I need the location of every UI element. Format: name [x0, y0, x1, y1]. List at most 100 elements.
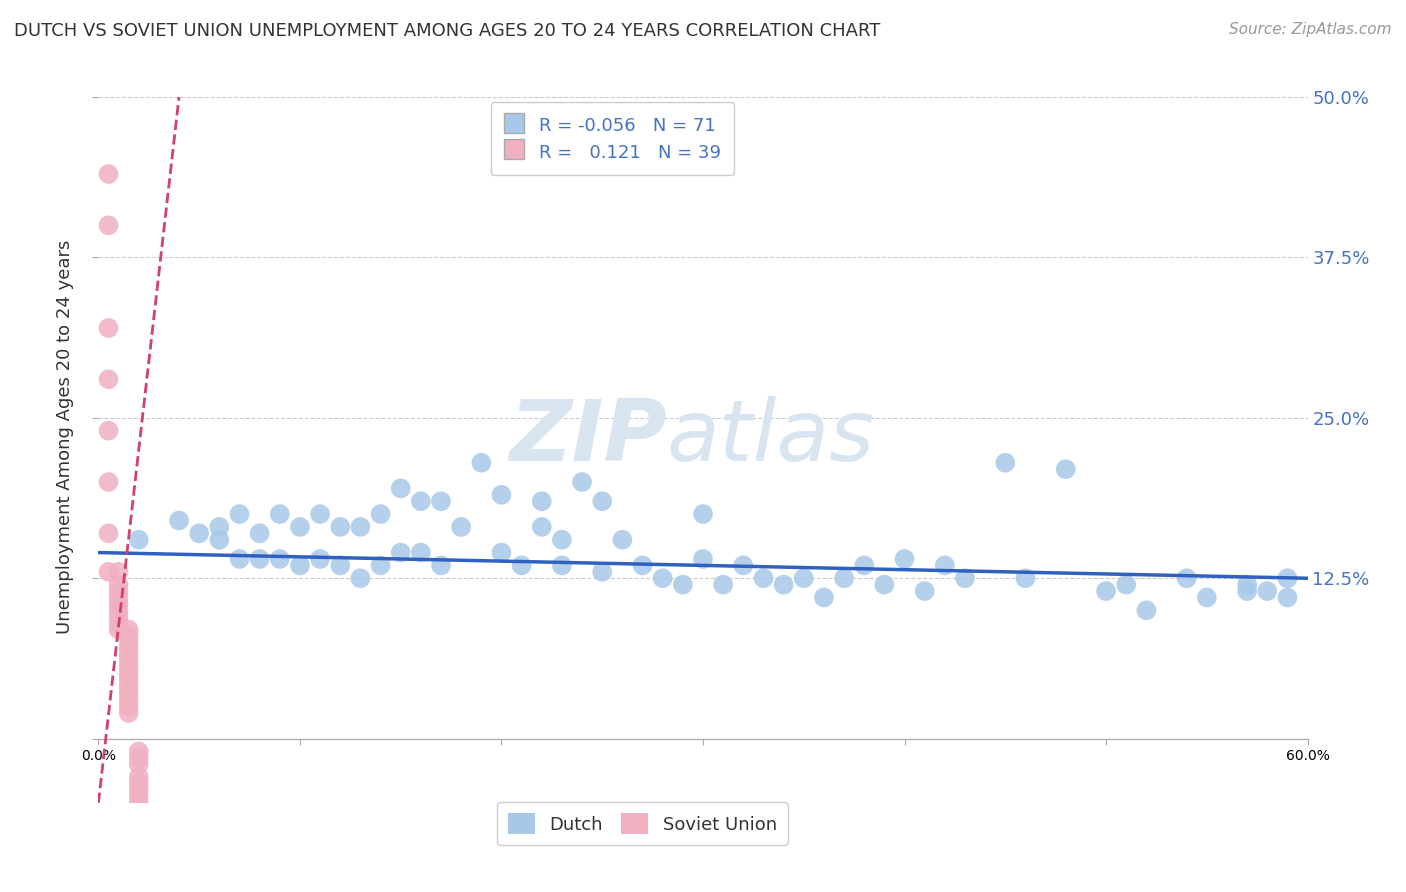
- Point: [873, 577, 896, 591]
- Point: [793, 571, 815, 585]
- Point: [107, 577, 129, 591]
- Text: ZIP: ZIP: [509, 395, 666, 479]
- Point: [530, 494, 553, 508]
- Point: [128, 796, 150, 810]
- Point: [1195, 591, 1218, 605]
- Point: [97, 424, 120, 438]
- Point: [97, 321, 120, 335]
- Point: [934, 558, 956, 573]
- Point: [128, 757, 150, 772]
- Point: [752, 571, 775, 585]
- Point: [813, 591, 835, 605]
- Point: [1115, 577, 1137, 591]
- Point: [309, 507, 332, 521]
- Point: [128, 783, 150, 797]
- Point: [128, 776, 150, 790]
- Point: [1095, 584, 1118, 599]
- Point: [491, 488, 513, 502]
- Legend: Dutch, Soviet Union: Dutch, Soviet Union: [498, 803, 787, 845]
- Point: [107, 584, 129, 599]
- Point: [430, 494, 453, 508]
- Point: [1256, 584, 1278, 599]
- Point: [1236, 577, 1258, 591]
- Point: [107, 609, 129, 624]
- Point: [853, 558, 876, 573]
- Point: [631, 558, 654, 573]
- Point: [711, 577, 734, 591]
- Point: [128, 770, 150, 784]
- Point: [994, 456, 1017, 470]
- Point: [733, 558, 755, 573]
- Point: [118, 687, 141, 701]
- Point: [118, 623, 141, 637]
- Point: [128, 744, 150, 758]
- Y-axis label: Unemployment Among Ages 20 to 24 years: Unemployment Among Ages 20 to 24 years: [56, 240, 75, 634]
- Point: [188, 526, 211, 541]
- Point: [612, 533, 634, 547]
- Point: [1277, 571, 1299, 585]
- Point: [107, 623, 129, 637]
- Point: [118, 655, 141, 669]
- Point: [118, 629, 141, 643]
- Point: [107, 565, 129, 579]
- Point: [349, 520, 371, 534]
- Point: [1014, 571, 1036, 585]
- Point: [389, 482, 412, 496]
- Point: [97, 565, 120, 579]
- Point: [309, 552, 332, 566]
- Point: [118, 706, 141, 720]
- Point: [692, 507, 714, 521]
- Point: [97, 475, 120, 489]
- Point: [118, 693, 141, 707]
- Point: [118, 641, 141, 656]
- Point: [128, 789, 150, 804]
- Point: [914, 584, 936, 599]
- Point: [128, 533, 150, 547]
- Point: [1277, 591, 1299, 605]
- Point: [470, 456, 492, 470]
- Point: [450, 520, 472, 534]
- Text: DUTCH VS SOVIET UNION UNEMPLOYMENT AMONG AGES 20 TO 24 YEARS CORRELATION CHART: DUTCH VS SOVIET UNION UNEMPLOYMENT AMONG…: [14, 22, 880, 40]
- Point: [118, 673, 141, 688]
- Point: [591, 565, 613, 579]
- Point: [551, 558, 574, 573]
- Point: [1054, 462, 1077, 476]
- Point: [832, 571, 855, 585]
- Point: [571, 475, 593, 489]
- Point: [249, 552, 271, 566]
- Point: [249, 526, 271, 541]
- Point: [107, 597, 129, 611]
- Point: [128, 751, 150, 765]
- Point: [118, 661, 141, 675]
- Point: [772, 577, 794, 591]
- Point: [370, 507, 392, 521]
- Point: [329, 520, 352, 534]
- Point: [288, 558, 311, 573]
- Point: [118, 648, 141, 663]
- Point: [208, 533, 231, 547]
- Point: [269, 552, 291, 566]
- Point: [591, 494, 613, 508]
- Point: [651, 571, 673, 585]
- Point: [167, 514, 190, 528]
- Point: [118, 635, 141, 649]
- Point: [97, 526, 120, 541]
- Point: [491, 545, 513, 559]
- Point: [893, 552, 915, 566]
- Point: [953, 571, 976, 585]
- Point: [389, 545, 412, 559]
- Point: [510, 558, 533, 573]
- Point: [551, 533, 574, 547]
- Point: [430, 558, 453, 573]
- Point: [1236, 584, 1258, 599]
- Point: [269, 507, 291, 521]
- Text: Source: ZipAtlas.com: Source: ZipAtlas.com: [1229, 22, 1392, 37]
- Point: [118, 681, 141, 695]
- Point: [228, 507, 250, 521]
- Point: [107, 591, 129, 605]
- Point: [107, 603, 129, 617]
- Point: [349, 571, 371, 585]
- Point: [97, 219, 120, 233]
- Point: [370, 558, 392, 573]
- Point: [409, 545, 432, 559]
